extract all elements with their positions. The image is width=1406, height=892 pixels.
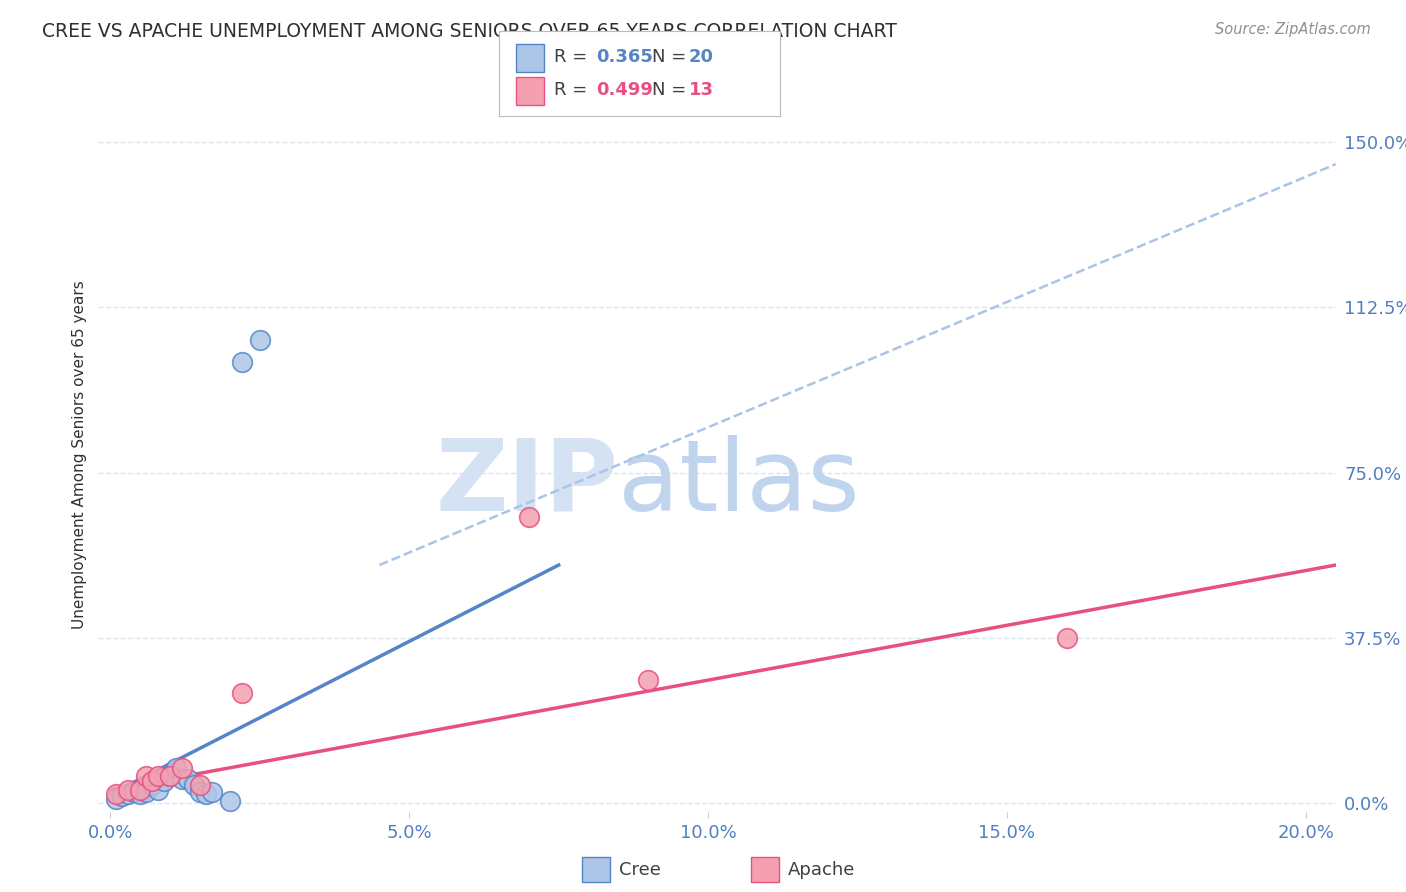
Text: N =: N = bbox=[652, 48, 692, 66]
Point bbox=[172, 772, 194, 786]
Text: Apache: Apache bbox=[787, 861, 855, 879]
Point bbox=[188, 778, 211, 792]
Point bbox=[188, 785, 211, 799]
Point bbox=[111, 789, 134, 804]
Point bbox=[105, 787, 128, 801]
Point bbox=[517, 509, 540, 524]
Point bbox=[637, 673, 659, 687]
Point bbox=[172, 761, 194, 775]
Point bbox=[124, 785, 146, 799]
Text: atlas: atlas bbox=[619, 435, 859, 532]
Point bbox=[129, 787, 152, 801]
Text: ZIP: ZIP bbox=[436, 435, 619, 532]
Point bbox=[117, 782, 139, 797]
Point bbox=[231, 355, 253, 369]
Point bbox=[129, 782, 152, 797]
Y-axis label: Unemployment Among Seniors over 65 years: Unemployment Among Seniors over 65 years bbox=[72, 281, 87, 629]
Point bbox=[135, 785, 157, 799]
Text: R =: R = bbox=[554, 48, 593, 66]
Text: 20: 20 bbox=[689, 48, 714, 66]
Point bbox=[231, 686, 253, 700]
Point bbox=[135, 769, 157, 783]
Point bbox=[105, 791, 128, 805]
Point bbox=[141, 773, 163, 788]
Point bbox=[201, 785, 224, 799]
Point bbox=[1056, 631, 1078, 645]
Point bbox=[249, 334, 271, 348]
Point bbox=[165, 761, 187, 775]
Point bbox=[159, 769, 181, 783]
Text: N =: N = bbox=[652, 81, 692, 99]
Point bbox=[141, 778, 163, 792]
Point bbox=[148, 769, 170, 783]
Point bbox=[148, 782, 170, 797]
Point bbox=[153, 773, 176, 788]
Text: CREE VS APACHE UNEMPLOYMENT AMONG SENIORS OVER 65 YEARS CORRELATION CHART: CREE VS APACHE UNEMPLOYMENT AMONG SENIOR… bbox=[42, 22, 897, 41]
Point bbox=[159, 769, 181, 783]
Point bbox=[117, 787, 139, 801]
Text: 0.365: 0.365 bbox=[596, 48, 652, 66]
Text: 0.499: 0.499 bbox=[596, 81, 652, 99]
Text: R =: R = bbox=[554, 81, 593, 99]
Text: Source: ZipAtlas.com: Source: ZipAtlas.com bbox=[1215, 22, 1371, 37]
Point bbox=[219, 794, 242, 808]
Point bbox=[183, 778, 205, 792]
Point bbox=[195, 787, 218, 801]
Text: 13: 13 bbox=[689, 81, 714, 99]
Text: Cree: Cree bbox=[619, 861, 661, 879]
Point bbox=[177, 772, 200, 786]
